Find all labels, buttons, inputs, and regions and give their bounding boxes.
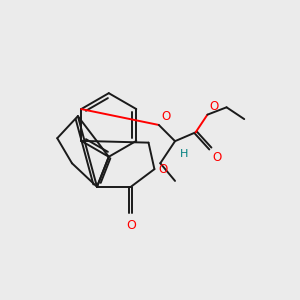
Text: O: O [209,100,218,113]
Text: O: O [213,152,222,164]
Text: O: O [161,110,170,124]
Text: O: O [126,219,136,232]
Text: H: H [179,148,188,158]
Text: O: O [158,163,167,176]
